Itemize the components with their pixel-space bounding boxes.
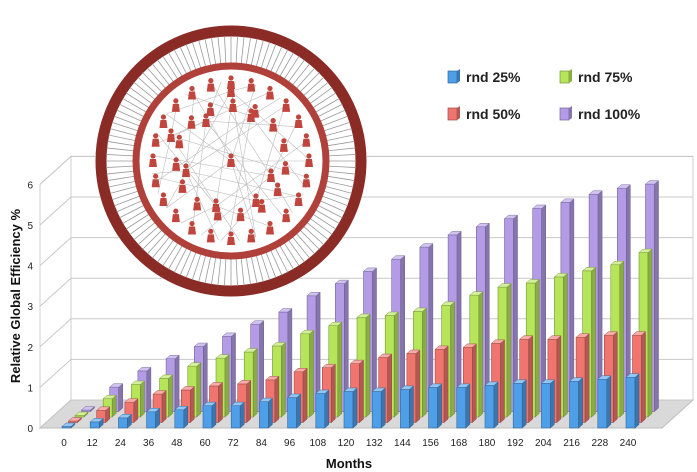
bar (540, 379, 556, 429)
bar (371, 387, 386, 429)
x-tick-label: 96 (284, 438, 296, 449)
x-tick-label: 72 (228, 438, 240, 449)
x-tick-label: 168 (450, 438, 467, 449)
x-tick-label: 24 (115, 438, 127, 449)
bar (74, 411, 89, 418)
y-gridline (39, 155, 693, 185)
x-tick-label: 36 (143, 438, 155, 449)
legend-swatch (559, 107, 570, 121)
bar (315, 389, 330, 429)
y-axis-title: Relative Global Efficiency % (8, 209, 23, 384)
bar (427, 383, 443, 429)
x-tick-label: 180 (479, 438, 496, 449)
x-tick-label: 192 (507, 438, 524, 449)
bar (174, 405, 189, 429)
y-tick-label: 5 (27, 221, 33, 232)
x-tick-label: 144 (394, 438, 411, 449)
bar (202, 401, 217, 429)
x-axis-title: Months (326, 456, 372, 471)
x-tick-label: 240 (620, 438, 637, 449)
legend-label: rnd 50% (466, 106, 521, 122)
x-tick-label: 228 (591, 438, 608, 449)
legend-label: rnd 25% (466, 69, 521, 85)
bar (597, 375, 612, 429)
y-tick-label: 4 (27, 262, 33, 273)
legend-item: rnd 100% (559, 106, 641, 122)
bar (625, 373, 640, 429)
bar (61, 422, 76, 429)
bar (258, 397, 274, 429)
x-tick-labels: 0 12 24 36 48 60 72 84 96 108 120 132 144 156 168 180 19… (61, 438, 637, 449)
bar (80, 405, 96, 413)
legend: rnd 25% rnd 50% rnd 75% rnd 100% (447, 69, 641, 122)
y-tick-label: 6 (27, 180, 33, 191)
inner-ring (132, 62, 330, 260)
bar (89, 417, 104, 429)
outer-ring (95, 25, 367, 297)
x-tick-label: 84 (256, 438, 268, 449)
x-tick-label: 216 (563, 438, 580, 449)
x-tick-label: 108 (309, 438, 326, 449)
y-tick-label: 1 (27, 383, 33, 394)
y-gridline (39, 196, 693, 226)
series-rnd-25- (61, 373, 640, 429)
legend-label: rnd 100% (578, 106, 641, 122)
legend-item: rnd 50% (447, 106, 521, 122)
legend-item: rnd 25% (447, 69, 521, 85)
x-tick-label: 120 (338, 438, 355, 449)
bar (286, 393, 302, 429)
bar (230, 401, 245, 429)
network-graph-icon (95, 25, 367, 297)
bar (96, 406, 111, 424)
bar (512, 379, 527, 429)
x-tick-label: 60 (199, 438, 211, 449)
bar (399, 385, 415, 429)
x-tick-label: 12 (87, 438, 99, 449)
x-tick-label: 132 (366, 438, 383, 449)
x-tick-label: 204 (535, 438, 552, 449)
legend-swatch (447, 107, 458, 121)
x-tick-label: 0 (61, 438, 67, 449)
bar (343, 387, 358, 429)
legend-label: rnd 75% (578, 69, 633, 85)
x-tick-label: 156 (422, 438, 439, 449)
bar (456, 383, 471, 429)
y-tick-label: 3 (27, 302, 33, 313)
bar (124, 398, 139, 424)
bar (568, 377, 584, 429)
legend-item: rnd 75% (559, 69, 633, 85)
x-tick-label: 48 (171, 438, 183, 449)
bar (484, 381, 499, 429)
y-tick-label: 0 (27, 424, 33, 435)
bar (67, 416, 83, 424)
legend-swatch (447, 70, 458, 84)
y-tick-label: 2 (27, 343, 33, 354)
legend-swatch (559, 70, 570, 84)
bar (117, 413, 133, 429)
bars (61, 180, 660, 429)
y-tick-labels: 0 1 2 3 4 5 6 (27, 180, 33, 435)
bar (145, 407, 161, 429)
